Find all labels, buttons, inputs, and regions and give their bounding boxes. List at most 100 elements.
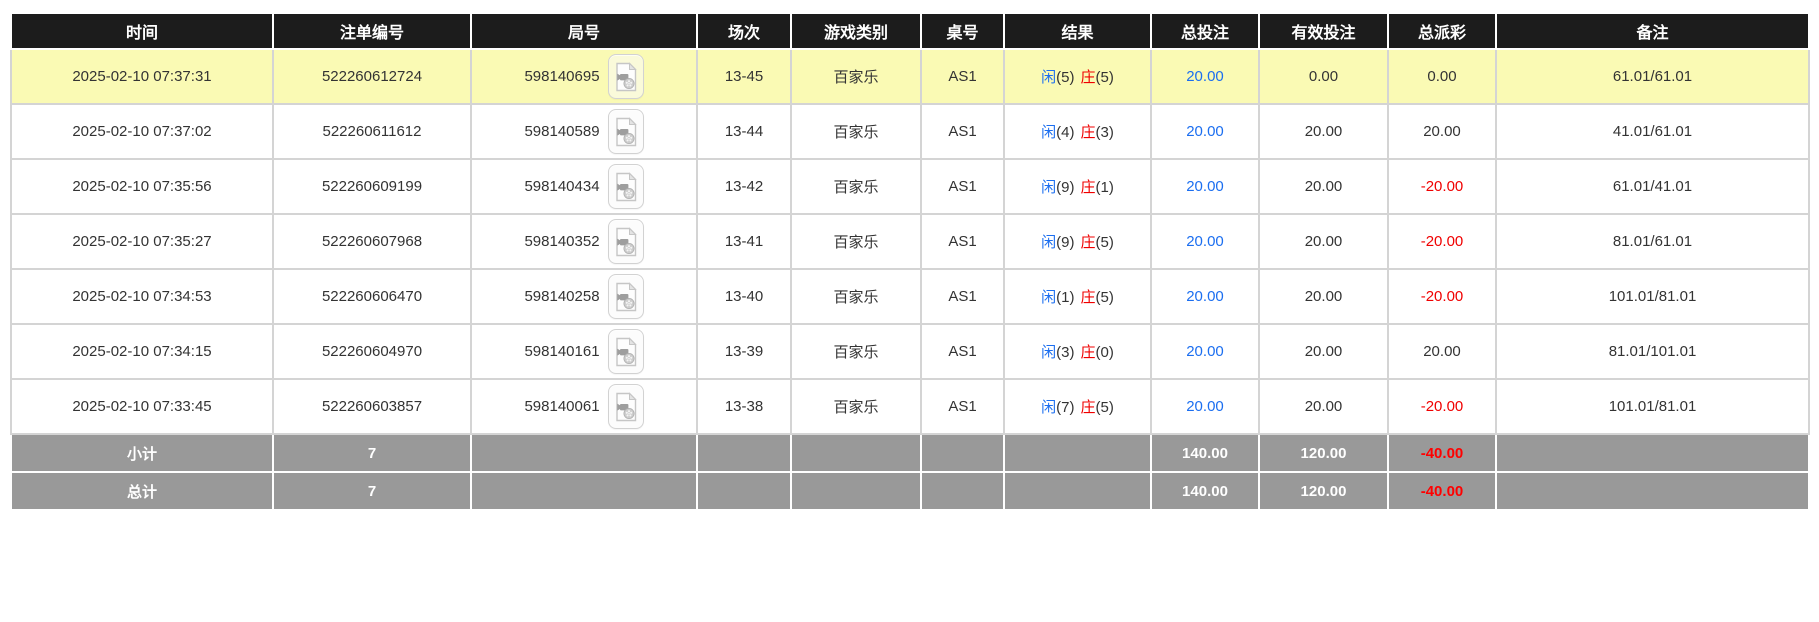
video-file-icon [615,281,637,311]
banker-score: (1) [1095,179,1114,196]
banker-result: 庄 [1080,124,1096,141]
table-header: 时间 注单编号 局号 场次 游戏类别 桌号 结果 总投注 有效投注 总派彩 备注 [10,12,1810,50]
cell-empty [1495,433,1810,473]
cell-game-type: 百家乐 [790,378,922,435]
cell-result: 闲(1) 庄(5) [1003,268,1152,325]
cell-round-no: 598140258 [470,268,698,325]
cell-remark: 81.01/101.01 [1495,323,1810,380]
cell-valid-bet: 20.00 [1258,323,1389,380]
player-score: (3) [1056,344,1075,361]
cell-empty [790,433,922,473]
round-no-text: 598140258 [524,288,600,305]
video-replay-button[interactable] [607,384,644,429]
cell-time: 2025-02-10 07:35:56 [10,158,274,215]
player-result: 闲 [1041,124,1057,141]
cell-empty [920,433,1005,473]
cell-table-no: AS1 [920,378,1005,435]
column-header-round-no: 局号 [470,12,698,50]
cell-round-no: 598140061 [470,378,698,435]
banker-score: (5) [1095,234,1114,251]
round-no-text: 598140352 [524,233,600,250]
cell-total-bet: 20.00 [1150,378,1260,435]
cell-session: 13-40 [696,268,792,325]
column-header-bet-no: 注单编号 [272,12,472,50]
player-result: 闲 [1041,234,1057,251]
bet-records-table: 时间 注单编号 局号 场次 游戏类别 桌号 结果 总投注 有效投注 总派彩 备注 2025-02-1… [10,12,1810,511]
cell-result: 闲(9) 庄(1) [1003,158,1152,215]
cell-game-type: 百家乐 [790,323,922,380]
cell-grand-total-total-bet: 140.00 [1150,471,1260,511]
cell-bet-no: 522260604970 [272,323,472,380]
cell-empty [470,471,698,511]
cell-time: 2025-02-10 07:37:31 [10,48,274,105]
video-replay-button[interactable] [607,329,644,374]
round-no-group: 598140434 [476,164,692,209]
cell-payout: 20.00 [1387,103,1497,160]
player-score: (4) [1056,124,1075,141]
cell-table-no: AS1 [920,103,1005,160]
column-header-valid-bet: 有效投注 [1258,12,1389,50]
cell-bet-no: 522260611612 [272,103,472,160]
cell-grand-total-payout: -40.00 [1387,471,1497,511]
video-file-icon [615,61,637,91]
cell-bet-no: 522260612724 [272,48,472,105]
table-row: 2025-02-10 07:35:56 522260609199 598140434… [10,158,1810,215]
cell-remark: 81.01/61.01 [1495,213,1810,270]
cell-total-bet: 20.00 [1150,158,1260,215]
cell-payout: -20.00 [1387,213,1497,270]
round-no-text: 598140434 [524,178,600,195]
cell-result: 闲(4) 庄(3) [1003,103,1152,160]
video-replay-button[interactable] [607,54,644,99]
cell-subtotal-count: 7 [272,433,472,473]
cell-round-no: 598140161 [470,323,698,380]
cell-table-no: AS1 [920,323,1005,380]
cell-total-bet: 20.00 [1150,103,1260,160]
cell-result: 闲(3) 庄(0) [1003,323,1152,380]
banker-score: (5) [1095,69,1114,86]
cell-empty [696,471,792,511]
banker-result: 庄 [1080,344,1096,361]
round-no-text: 598140061 [524,398,600,415]
page: 时间 注单编号 局号 场次 游戏类别 桌号 结果 总投注 有效投注 总派彩 备注 2025-02-1… [10,12,1810,511]
table-row: 2025-02-10 07:34:53 522260606470 598140258… [10,268,1810,325]
table-row: 2025-02-10 07:34:15 522260604970 598140161… [10,323,1810,380]
banker-result: 庄 [1080,399,1096,416]
player-score: (1) [1056,289,1075,306]
cell-payout: 20.00 [1387,323,1497,380]
video-replay-button[interactable] [607,109,644,154]
header-row: 时间 注单编号 局号 场次 游戏类别 桌号 结果 总投注 有效投注 总派彩 备注 [10,12,1810,50]
video-replay-button[interactable] [607,164,644,209]
video-file-icon [615,336,637,366]
player-result: 闲 [1041,289,1057,306]
grand-total-row: 总计 7 140.00 120.00 -40.00 [10,471,1810,511]
cell-remark: 61.01/61.01 [1495,48,1810,105]
player-score: (9) [1056,234,1075,251]
cell-payout: -20.00 [1387,378,1497,435]
round-no-group: 598140589 [476,109,692,154]
cell-valid-bet: 20.00 [1258,268,1389,325]
player-score: (5) [1056,69,1075,86]
cell-game-type: 百家乐 [790,103,922,160]
video-replay-button[interactable] [607,274,644,319]
player-score: (9) [1056,179,1075,196]
table-row: 2025-02-10 07:33:45 522260603857 598140061… [10,378,1810,435]
cell-game-type: 百家乐 [790,213,922,270]
cell-result: 闲(5) 庄(5) [1003,48,1152,105]
cell-bet-no: 522260603857 [272,378,472,435]
cell-valid-bet: 20.00 [1258,378,1389,435]
video-replay-button[interactable] [607,219,644,264]
cell-subtotal-valid-bet: 120.00 [1258,433,1389,473]
cell-result: 闲(7) 庄(5) [1003,378,1152,435]
column-header-time: 时间 [10,12,274,50]
cell-valid-bet: 20.00 [1258,158,1389,215]
round-no-text: 598140589 [524,123,600,140]
cell-time: 2025-02-10 07:33:45 [10,378,274,435]
cell-table-no: AS1 [920,158,1005,215]
banker-result: 庄 [1080,179,1096,196]
video-file-icon [615,391,637,421]
round-no-group: 598140061 [476,384,692,429]
cell-subtotal-payout: -40.00 [1387,433,1497,473]
cell-bet-no: 522260606470 [272,268,472,325]
banker-score: (5) [1095,289,1114,306]
cell-round-no: 598140352 [470,213,698,270]
